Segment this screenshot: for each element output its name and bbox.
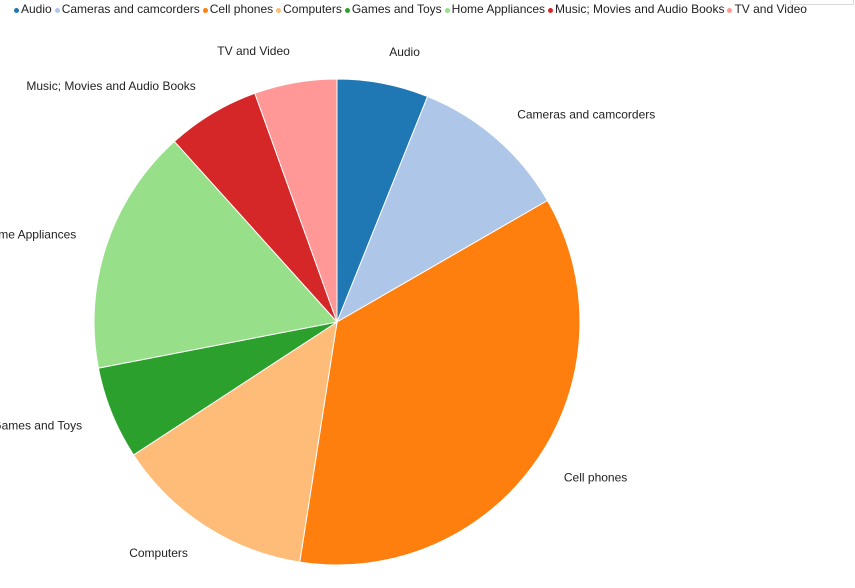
- pie-slice-cameras-and-camcorders[interactable]: [335, 95, 549, 324]
- slice-label-games-and-toys: Games and Toys: [0, 418, 82, 432]
- legend-label: Audio: [21, 2, 52, 16]
- slice-label-music-movies-and-audio-books: Music; Movies and Audio Books: [26, 79, 195, 93]
- slice-label-audio: Audio: [389, 45, 420, 59]
- pie-slice-cell-phones[interactable]: [299, 199, 581, 566]
- pie-slice-computers[interactable]: [132, 320, 338, 563]
- legend-item-music-movies-and-audio-books[interactable]: Music; Movies and Audio Books: [548, 1, 724, 17]
- legend-label: Games and Toys: [351, 2, 442, 16]
- legend-label: TV and Video: [734, 2, 807, 16]
- slice-label-cameras-and-camcorders: Cameras and camcorders: [517, 107, 655, 121]
- legend-item-computers[interactable]: Computers: [276, 1, 342, 17]
- legend-marker: [202, 7, 208, 13]
- corner-control[interactable]: [790, 0, 854, 5]
- legend: Audio Cameras and camcorders Cell phones Co…: [14, 1, 810, 17]
- legend-marker: [14, 7, 19, 13]
- legend-item-tv-and-video[interactable]: TV and Video: [727, 1, 807, 17]
- legend-marker: [444, 7, 450, 13]
- slice-label-home-appliances: Home Appliances: [0, 228, 76, 242]
- legend-label: Music; Movies and Audio Books: [555, 2, 725, 16]
- legend-marker: [548, 7, 554, 13]
- legend-item-cell-phones[interactable]: Cell phones: [202, 1, 274, 17]
- legend-label: Home Appliances: [451, 2, 546, 16]
- legend-item-cameras-and-camcorders[interactable]: Cameras and camcorders: [54, 1, 200, 17]
- legend-label: Cell phones: [209, 2, 274, 16]
- pie-slice-home-appliances[interactable]: [93, 140, 338, 369]
- legend-item-audio[interactable]: Audio: [14, 1, 52, 17]
- legend-marker: [54, 7, 60, 13]
- legend-item-games-and-toys[interactable]: Games and Toys: [344, 1, 442, 17]
- slice-label-computers: Computers: [129, 546, 188, 560]
- legend-item-home-appliances[interactable]: Home Appliances: [444, 1, 546, 17]
- legend-marker: [727, 7, 733, 13]
- legend-marker: [344, 7, 350, 13]
- legend-marker: [276, 7, 282, 13]
- legend-label: Computers: [283, 2, 342, 16]
- legend-label: Cameras and camcorders: [61, 2, 200, 16]
- slice-label-cell-phones: Cell phones: [564, 470, 627, 484]
- pie-slice-tv-and-video[interactable]: [254, 78, 338, 323]
- slice-label-tv-and-video: TV and Video: [217, 44, 290, 58]
